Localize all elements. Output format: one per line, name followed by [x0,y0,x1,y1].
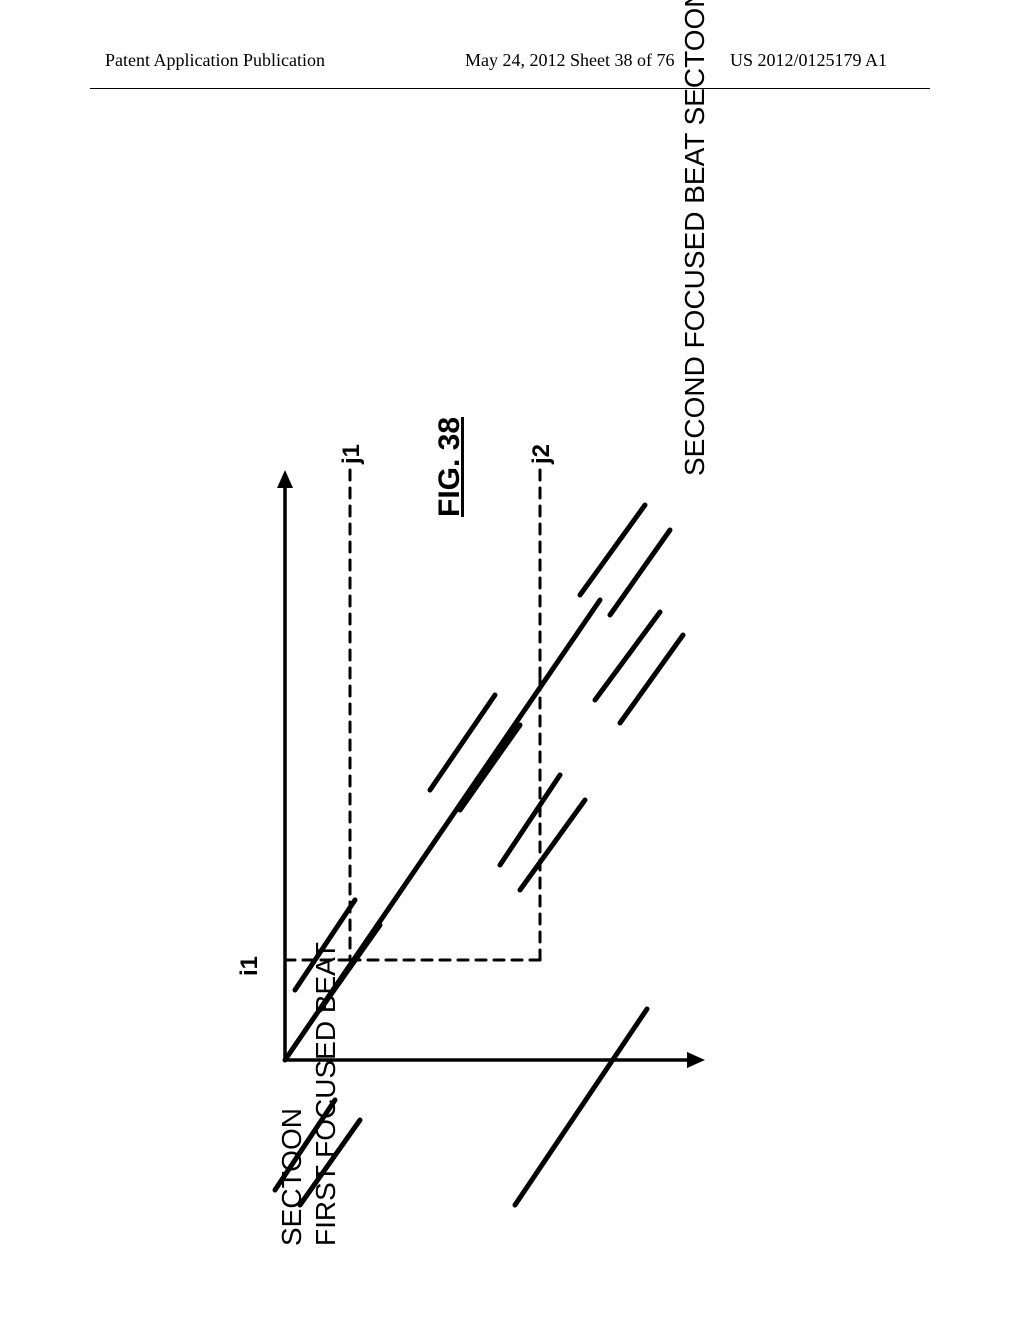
header-center-text: May 24, 2012 Sheet 38 of 76 [465,50,674,71]
plot-svg [120,170,900,1230]
tick-j2: j2 [528,444,556,464]
header-divider [90,88,930,89]
header-right-text: US 2012/0125179 A1 [730,50,887,71]
header-left-text: Patent Application Publication [105,50,325,71]
figure-container: FIG. 38 SECOND FOCUSED BEAT SECTOON FIRS… [120,170,900,1230]
page-root: Patent Application Publication May 24, 2… [0,0,1024,1320]
tick-j1: j1 [338,444,366,464]
tick-i1: i1 [236,956,264,976]
